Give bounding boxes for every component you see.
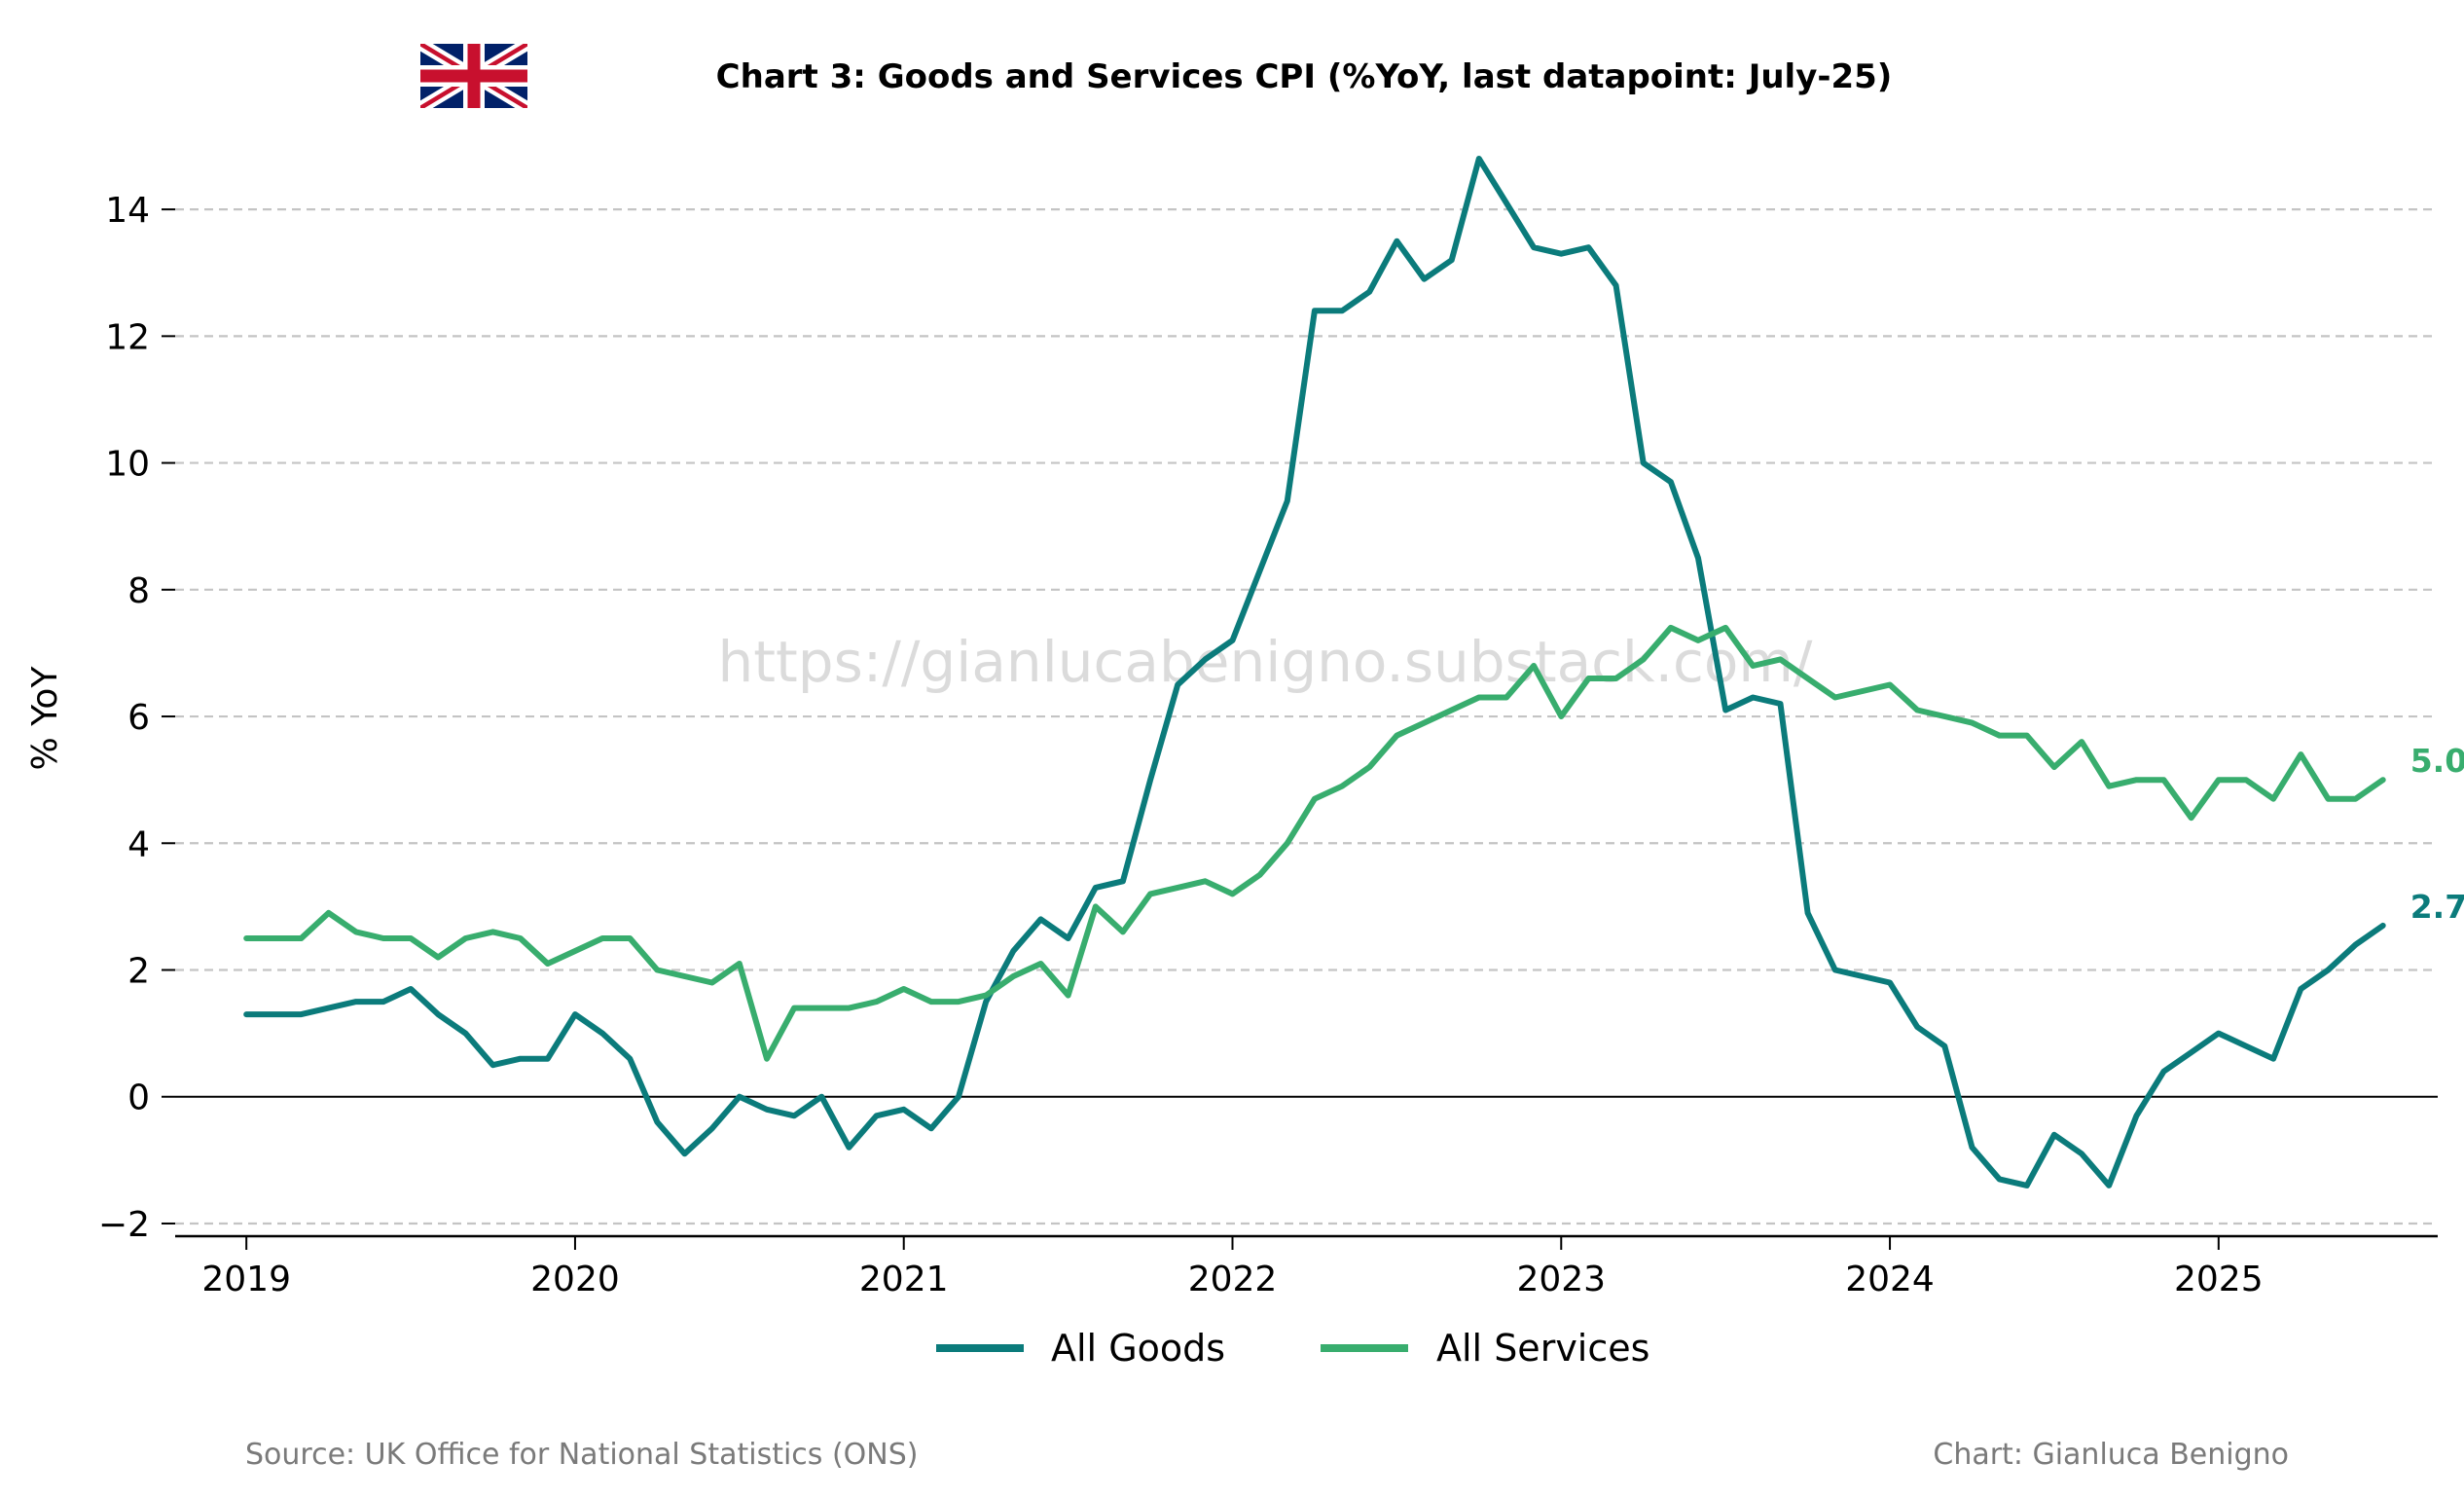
- series: [243, 156, 2386, 1188]
- y-tick-label: 12: [105, 317, 150, 357]
- legend-label-all-goods: All Goods: [1051, 1327, 1225, 1370]
- y-axis-label: % YoY: [25, 666, 65, 771]
- uk-flag-icon: [420, 44, 527, 108]
- watermark: https://gianlucabenigno.substack.com/: [718, 629, 1813, 695]
- end-labels: 2.7 5.0: [2410, 742, 2464, 926]
- y-tick-label: 4: [127, 824, 150, 864]
- x-tick-label: 2019: [201, 1260, 291, 1299]
- chart-credit: Chart: Gianluca Benigno: [1933, 1438, 2289, 1472]
- x-tick-label: 2025: [2174, 1260, 2264, 1299]
- source-note: Source: UK Office for National Statistic…: [245, 1438, 918, 1472]
- y-tick-label: 0: [127, 1079, 150, 1118]
- x-tick-label: 2024: [1845, 1260, 1935, 1299]
- y-tick-label: 10: [105, 445, 150, 485]
- end-label-all-services: 5.0: [2410, 742, 2464, 780]
- x-ticks: 2019 2020 2021 2022 2023 2024 2025: [175, 1234, 2438, 1299]
- y-tick-label: 2: [127, 952, 150, 992]
- chart-title: Chart 3: Goods and Services CPI (%YoY, l…: [716, 57, 1893, 96]
- y-ticks: −2 0 2 4 6 8 10 12 14: [98, 191, 175, 1245]
- y-tick-label: −2: [98, 1205, 150, 1245]
- series-line-all-services: [243, 624, 2386, 1062]
- x-tick-label: 2020: [530, 1260, 620, 1299]
- series-line-all-goods: [243, 156, 2386, 1188]
- y-tick-label: 14: [105, 191, 150, 231]
- end-label-all-goods: 2.7: [2410, 888, 2464, 926]
- legend-label-all-services: All Services: [1436, 1327, 1649, 1370]
- legend: All Goods All Services: [936, 1327, 1649, 1370]
- x-tick-label: 2023: [1516, 1260, 1606, 1299]
- y-tick-label: 6: [127, 698, 150, 738]
- x-tick-label: 2022: [1188, 1260, 1278, 1299]
- grid: [175, 208, 2438, 1225]
- y-tick-label: 8: [127, 571, 150, 611]
- x-tick-label: 2021: [859, 1260, 949, 1299]
